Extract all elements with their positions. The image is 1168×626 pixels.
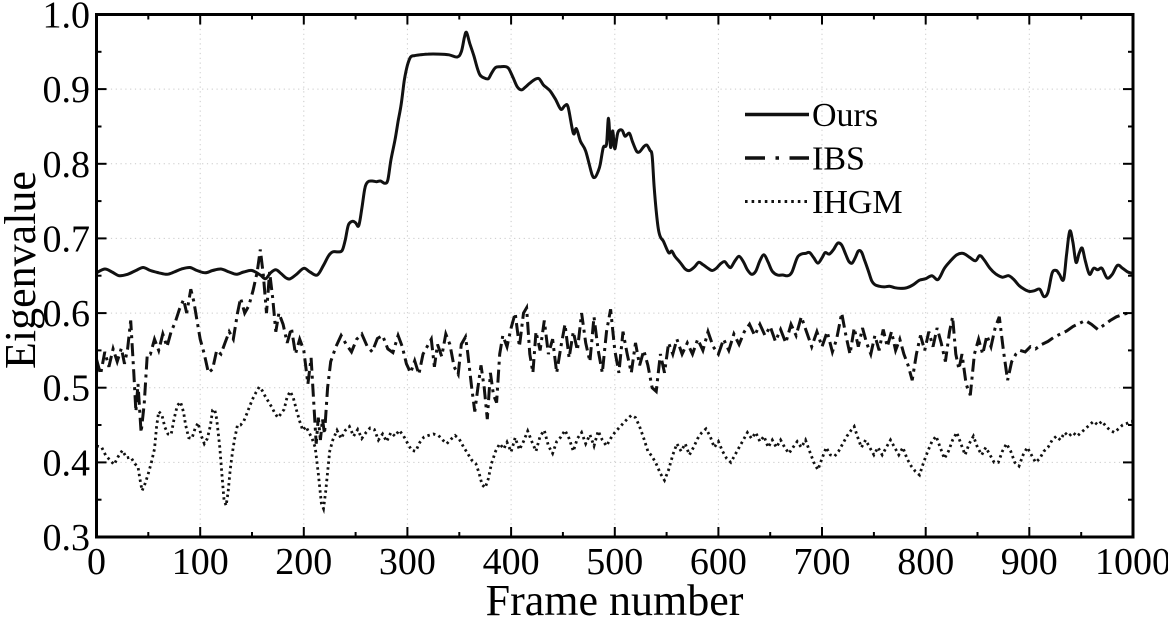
svg-text:Ours: Ours <box>812 97 878 134</box>
svg-text:0.4: 0.4 <box>43 442 91 484</box>
svg-text:0.3: 0.3 <box>43 517 91 559</box>
svg-text:0: 0 <box>87 541 106 583</box>
svg-text:0.6: 0.6 <box>43 293 91 335</box>
svg-text:Eigenvalue: Eigenvalue <box>0 171 45 369</box>
svg-text:900: 900 <box>1001 541 1058 583</box>
svg-text:0.9: 0.9 <box>43 69 91 111</box>
svg-text:700: 700 <box>794 541 851 583</box>
svg-text:1000: 1000 <box>1095 541 1168 583</box>
svg-text:200: 200 <box>275 541 332 583</box>
svg-text:1.0: 1.0 <box>43 0 91 37</box>
svg-text:500: 500 <box>586 541 643 583</box>
svg-text:400: 400 <box>483 541 540 583</box>
svg-text:IHGM: IHGM <box>812 184 903 221</box>
svg-text:100: 100 <box>172 541 229 583</box>
svg-text:300: 300 <box>379 541 436 583</box>
svg-text:IBS: IBS <box>812 141 865 178</box>
svg-text:0.8: 0.8 <box>43 144 91 186</box>
svg-text:Frame number: Frame number <box>486 576 744 621</box>
svg-text:0.5: 0.5 <box>43 368 91 410</box>
svg-text:600: 600 <box>690 541 747 583</box>
svg-text:800: 800 <box>897 541 954 583</box>
svg-text:0.7: 0.7 <box>43 218 91 260</box>
